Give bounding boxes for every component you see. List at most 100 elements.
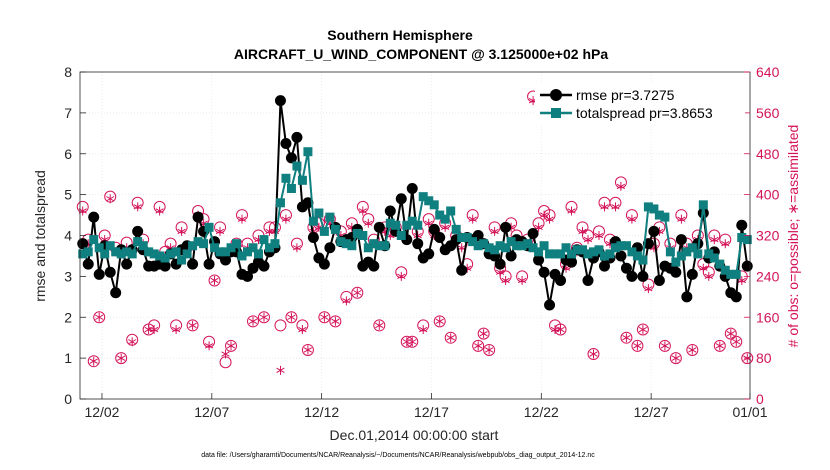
spread-point (627, 247, 637, 257)
assimilated-obs-marker (556, 325, 565, 334)
spread-point (232, 239, 242, 249)
spread-point (248, 243, 258, 253)
spread-point (286, 183, 296, 193)
spread-point (330, 224, 340, 234)
spread-point (363, 243, 373, 253)
spread-point (588, 247, 598, 257)
spread-point (506, 237, 516, 247)
rmse-point (258, 260, 270, 272)
spread-point (149, 249, 159, 259)
spread-point (413, 220, 423, 230)
possible-obs-marker (208, 274, 221, 287)
assimilated-obs-marker (633, 341, 642, 351)
spread-point (89, 235, 99, 245)
y-tick-label: 6 (64, 146, 72, 162)
possible-obs-marker (631, 339, 644, 352)
y2-tick-label: 320 (756, 228, 780, 244)
spread-point (660, 212, 670, 222)
spread-point (100, 249, 110, 259)
possible-obs-marker (301, 343, 314, 356)
legend-rmse-label: rmse pr=3.7275 (576, 87, 675, 103)
assimilated-obs-marker (550, 325, 560, 334)
spread-point (314, 208, 324, 218)
x-tick-label: 12/17 (414, 404, 449, 420)
assimilated-obs-marker (545, 214, 554, 224)
spread-point (105, 241, 115, 251)
spread-point (325, 212, 335, 222)
assimilated-obs-marker (95, 312, 104, 322)
spread-point (199, 239, 209, 249)
data-file-footnote: data file: /Users/gharamti/Documents/NCA… (201, 452, 595, 459)
spread-point (638, 255, 648, 265)
rmse-point (93, 268, 105, 280)
assimilated-obs-marker (446, 333, 455, 343)
spread-point (462, 233, 472, 243)
spread-point (193, 237, 203, 247)
assimilated-obs-marker (644, 284, 653, 294)
spread-point (270, 239, 280, 249)
legend-spread-label: totalspread pr=3.8653 (576, 105, 713, 121)
spread-point (578, 245, 587, 255)
rmse-point (686, 268, 698, 280)
assimilated-obs-marker (358, 206, 367, 216)
assimilated-obs-marker (726, 329, 735, 339)
rmse-point (242, 270, 253, 282)
spread-point (594, 245, 604, 255)
spread-point (133, 237, 143, 247)
assimilated-obs-marker (106, 194, 115, 204)
spread-point (567, 249, 577, 259)
spread-point (742, 235, 752, 245)
assimilated-obs-marker (259, 312, 269, 322)
y2-axis-label: # of obs: o=possible; ∗=assimilated (785, 125, 801, 348)
rmse-point (428, 223, 440, 235)
assimilated-obs-marker (89, 356, 98, 366)
possible-obs-marker (93, 311, 106, 324)
spread-point (429, 200, 439, 210)
assimilated-obs-marker (149, 325, 159, 334)
legend-box (535, 82, 745, 124)
x-tick-label: 01/01 (732, 404, 767, 420)
y-tick-label: 4 (64, 228, 72, 244)
rmse-point (736, 219, 748, 231)
assimilated-obs-marker (237, 214, 247, 224)
rmse-point (121, 258, 133, 270)
possible-obs-marker (274, 319, 287, 332)
rmse-point (132, 225, 144, 237)
rmse-point (626, 270, 638, 282)
rmse-point (159, 260, 171, 272)
assimilated-obs-marker (671, 353, 681, 363)
rmse-point (324, 242, 336, 254)
spread-point (446, 206, 456, 216)
spread-point (517, 241, 527, 251)
chart-subtitle: AIRCRAFT_U_WIND_COMPONENT @ 3.125000e+02… (234, 46, 608, 62)
possible-obs-marker (225, 339, 238, 352)
spread-point (528, 243, 538, 253)
assimilated-obs-marker (638, 325, 648, 334)
spread-point (561, 243, 571, 253)
y2-tick-label: 80 (756, 350, 772, 366)
spread-point (391, 220, 401, 230)
assimilated-obs-marker (732, 337, 741, 347)
spread-point (632, 251, 642, 261)
spread-point (550, 249, 560, 259)
y-tick-label: 0 (64, 391, 72, 407)
rmse-point (500, 221, 512, 233)
rmse-point (423, 248, 435, 260)
y-tick-label: 3 (64, 268, 72, 284)
legend: rmse pr=3.7275 totalspread pr=3.8653 (535, 82, 745, 124)
rmse-point (203, 258, 215, 270)
assimilated-obs-marker (721, 239, 730, 249)
spread-point (341, 239, 351, 249)
rmse-point (280, 138, 292, 150)
spread-point (676, 251, 686, 261)
spread-point (204, 222, 214, 232)
spread-point (374, 241, 384, 251)
rmse-point (456, 264, 468, 276)
y-axis-label: rmse and totalspread (32, 170, 48, 302)
spread-point (259, 235, 269, 245)
spread-point (731, 269, 741, 279)
x-tick-label: 12/22 (524, 404, 559, 420)
possible-obs-marker (285, 311, 298, 324)
spread-point (572, 245, 582, 255)
